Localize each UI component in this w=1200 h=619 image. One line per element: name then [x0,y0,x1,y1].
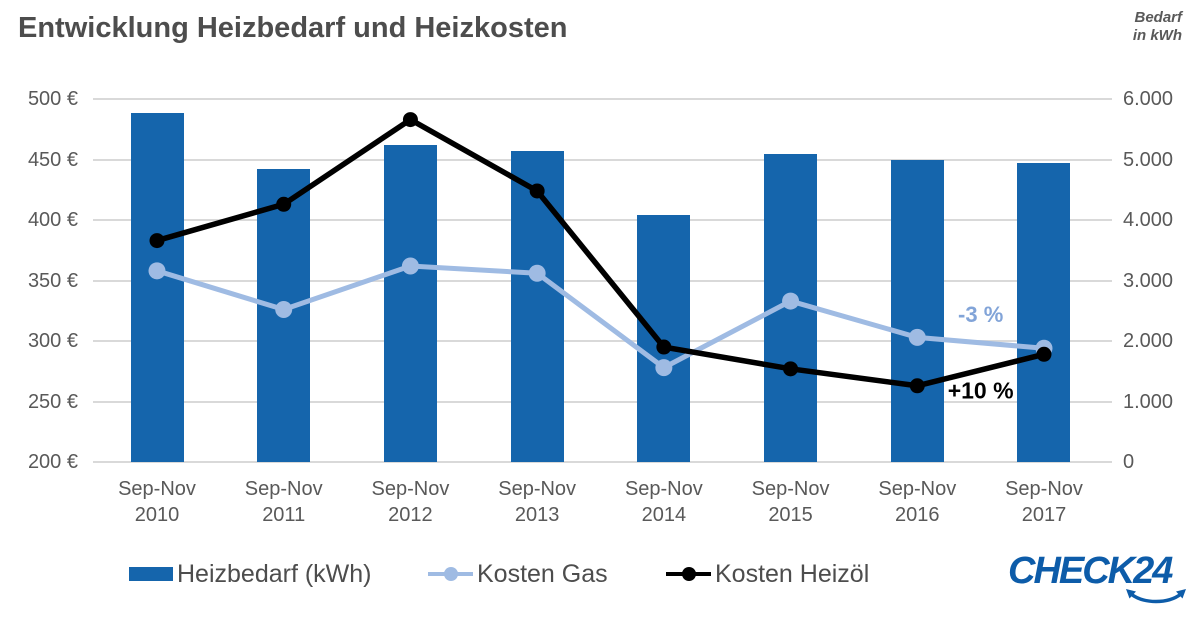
x-axis-label-year: 2010 [134,504,180,526]
page-title: Entwicklung Heizbedarf und Heizkosten [18,12,568,44]
x-axis-label-2017: Sep-Nov 2017 [979,476,1109,528]
kosten-heizoel-point-2012 [402,112,418,128]
right-axis-tick-label: 4.000 [1123,209,1174,231]
left-axis-tick-label: 300 € [27,330,78,352]
gridline [93,400,1112,403]
annotation-heizoel: +10 % [947,377,1014,404]
x-axis-label-year: 2014 [641,504,687,526]
heizoel-line-marker-icon [666,566,711,582]
gridline [93,340,1112,342]
x-axis-label-2016: Sep-Nov 2016 [852,476,982,528]
x-axis-label-year: 2015 [768,504,813,526]
x-axis-label-period: Sep-Nov [878,478,957,500]
right-axis-tick-label: 3.000 [1123,269,1174,292]
gridline [93,158,1112,161]
x-axis-label-period: Sep-Nov [118,478,196,500]
x-axis-label-2011: Sep-Nov 2011 [219,476,349,528]
x-axis-label-year: 2016 [895,504,940,526]
annotation-gas: -3 % [958,301,1004,327]
x-axis-label-year: 2013 [514,504,560,526]
bar-2016 [890,160,944,462]
x-axis-label-period: Sep-Nov [244,478,323,500]
right-axis-note-line1: Bedarf [1134,9,1182,26]
legend-label-heizoel: Kosten Heizöl [715,559,870,588]
x-axis-label-2013: Sep-Nov 2013 [472,476,602,528]
x-axis-label-period: Sep-Nov [624,478,703,500]
x-axis-label-2014: Sep-Nov 2014 [599,476,729,528]
x-axis-label-year: 2012 [388,504,433,526]
check24-smile-arrow-icon [1126,589,1186,604]
right-axis-tick-label: 6.000 [1123,88,1174,110]
bar-2012 [383,144,437,462]
left-axis-tick-label: 350 € [27,269,78,292]
left-axis-tick-label: 250 € [27,390,78,413]
check24-logo-text: CHECK24 [1008,550,1173,592]
legend-label-heizbedarf: Heizbedarf (kWh) [177,559,372,588]
gas-line-marker-icon [428,566,473,582]
left-axis-tick-label: 450 € [27,148,78,171]
bar-2010 [130,112,184,462]
left-axis-tick-label: 500 € [27,88,78,110]
right-axis-tick-label: 2.000 [1123,330,1174,352]
check24-logo: CHECK24 [1008,551,1192,611]
gridline [93,279,1112,282]
x-axis-label-period: Sep-Nov [1005,478,1083,500]
x-axis-label-period: Sep-Nov [371,478,450,500]
gridline [93,98,1112,100]
x-axis-label-period: Sep-Nov [498,478,577,500]
x-axis-label-2012: Sep-Nov 2012 [345,476,475,528]
x-axis-label-2010: Sep-Nov 2010 [92,476,222,528]
legend-item-heizoel: Kosten Heizöl [666,558,869,590]
right-axis-tick-label: 1.000 [1123,390,1174,413]
right-axis-tick-label: 5.000 [1123,148,1174,171]
left-axis-tick-label: 400 € [27,209,78,231]
x-axis-label-year: 2017 [1021,504,1067,526]
x-axis-label-period: Sep-Nov [751,478,830,500]
legend-item-heizbedarf: Heizbedarf (kWh) [129,558,372,590]
gridline [93,219,1112,221]
legend-item-gas: Kosten Gas [428,558,608,590]
x-axis-label-year: 2011 [262,504,306,526]
bar-2015 [764,154,818,462]
legend-label-gas: Kosten Gas [477,559,608,588]
right-axis-note-line2: in kWh [1132,27,1182,44]
right-axis-tick-label: 0 [1123,451,1135,473]
left-axis-tick-label: 200 € [27,451,78,473]
bar-2017 [1017,162,1071,462]
heizbedarf-swatch-icon [129,567,173,581]
bar-2013 [510,151,564,462]
gridline [93,461,1112,463]
bar-2011 [257,169,311,462]
x-axis-label-2015: Sep-Nov 2015 [726,476,856,528]
bar-2014 [637,215,691,462]
right-axis-note: Bedarf in kWh [1133,9,1182,45]
